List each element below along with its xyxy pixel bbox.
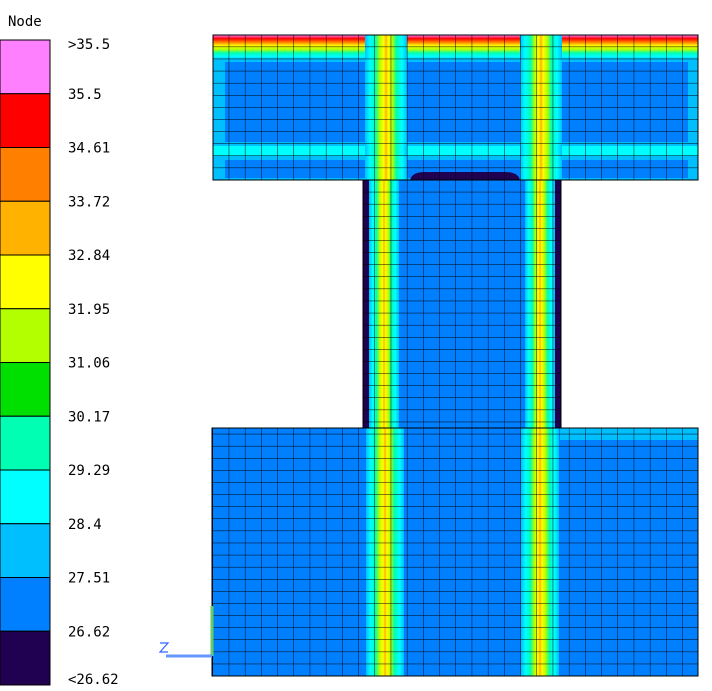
legend-swatch [0,415,51,471]
legend-label: >35.5 [68,37,110,53]
legend-label: 33.72 [68,194,110,210]
legend-swatch [0,200,51,256]
legend-swatch [0,362,51,417]
legend-label: 29.29 [68,463,110,479]
legend-swatch [0,308,51,363]
legend-swatch [0,469,51,525]
axis-triad [158,606,214,658]
legend-label: 26.62 [68,624,110,640]
model [211,34,699,677]
legend-swatch [0,39,51,95]
legend-label: <26.62 [68,672,119,688]
legend: >35.5 35.5 34.61 33.72 32.84 31.95 31.06 30.17 2… [0,37,119,688]
legend-swatch [0,254,51,310]
legend-label: 31.95 [68,302,110,318]
legend-swatch [0,523,51,578]
legend-swatch [0,630,51,686]
legend-label: 32.84 [68,248,110,264]
legend-label: 31.06 [68,356,110,372]
legend-label: 28.4 [68,517,102,533]
legend-swatch [0,147,51,202]
legend-swatch [0,577,51,632]
legend-swatch [0,93,51,148]
legend-label: 35.5 [68,87,102,103]
legend-label: 34.61 [68,141,110,157]
legend-title: Node [8,14,42,30]
legend-label: 27.51 [68,571,110,587]
legend-label: 30.17 [68,409,110,425]
